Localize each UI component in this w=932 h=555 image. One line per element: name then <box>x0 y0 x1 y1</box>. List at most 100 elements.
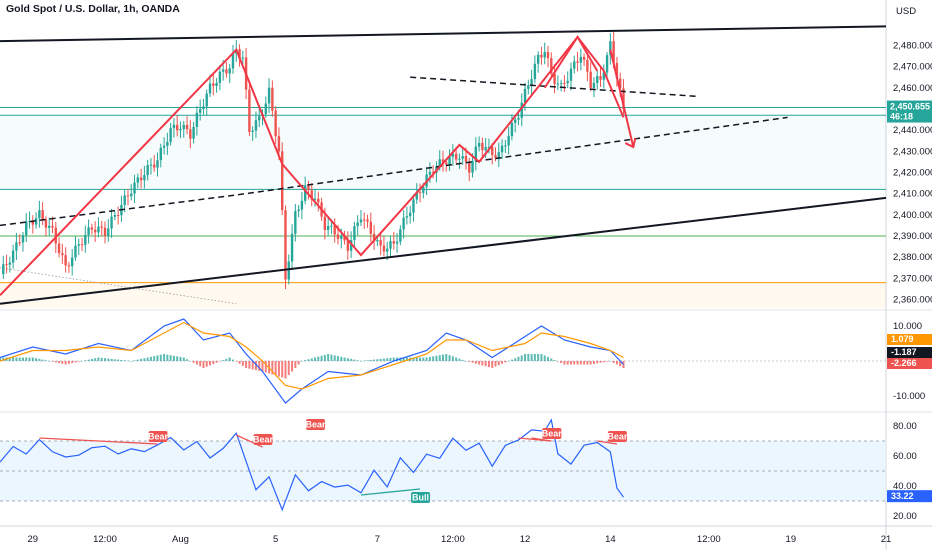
macd-histogram-bar <box>81 361 84 362</box>
macd-histogram-bar <box>356 360 359 361</box>
bar-countdown-label: 46:18 <box>890 112 913 122</box>
candle-body <box>599 76 602 80</box>
candle-body <box>300 200 304 210</box>
candle-body <box>77 244 80 246</box>
candle-body <box>34 218 38 225</box>
macd-histogram-bar <box>156 355 159 361</box>
macd-histogram-bar <box>419 357 422 361</box>
candle-body <box>281 151 284 211</box>
candle-body <box>504 145 507 147</box>
price-tick-label: 2,460.000 <box>893 83 932 94</box>
macd-histogram-bar <box>445 354 448 361</box>
time-tick-label: 12:00 <box>697 534 721 545</box>
candle-body <box>195 112 199 127</box>
macd-histogram-bar <box>464 361 467 362</box>
candle-body <box>70 257 74 267</box>
candle-body <box>412 199 415 213</box>
macd-histogram-bar <box>599 361 602 363</box>
macd-histogram-bar <box>389 357 392 361</box>
candle-body <box>454 153 458 160</box>
macd-histogram-bar <box>376 359 379 361</box>
candle-body <box>507 136 510 146</box>
macd-histogram-bar <box>517 356 520 361</box>
candle-body <box>431 171 435 173</box>
macd-histogram-bar <box>126 360 129 362</box>
candle-body <box>477 142 481 147</box>
divergence-badge-label: Bear <box>607 432 628 442</box>
macd-histogram-bar <box>451 356 454 361</box>
candle-body <box>399 229 402 242</box>
macd-histogram-bar <box>166 354 169 361</box>
candle-body <box>202 106 205 110</box>
macd-histogram-bar <box>537 354 540 361</box>
macd-histogram-bar <box>51 361 54 362</box>
macd-histogram-bar <box>556 361 559 362</box>
macd-histogram-bar <box>363 360 366 362</box>
macd-histogram-bar <box>547 357 550 361</box>
divergence-line <box>597 440 618 445</box>
macd-histogram-bar <box>422 357 425 361</box>
macd-histogram-bar <box>501 361 504 364</box>
candle-body <box>494 155 497 158</box>
macd-histogram-bar <box>359 361 362 362</box>
candle-body <box>149 164 153 166</box>
candle-body <box>238 49 241 59</box>
macd-histogram-bar <box>343 357 346 361</box>
candle-body <box>484 147 487 151</box>
pattern-line <box>543 35 599 89</box>
candle-body <box>349 240 353 251</box>
macd-histogram-bar <box>8 357 11 361</box>
candle-body <box>356 222 359 227</box>
candle-body <box>415 192 418 200</box>
macd-histogram-bar <box>583 361 586 365</box>
macd-histogram-bar <box>143 358 146 361</box>
candle-body <box>212 83 215 86</box>
macd-histogram-bar <box>130 361 133 362</box>
candle-body <box>264 103 267 115</box>
candle-body <box>182 124 185 130</box>
candle-body <box>51 225 54 228</box>
candle-body <box>2 264 5 275</box>
candle-body <box>241 57 245 59</box>
macd-histogram-bar <box>205 361 208 367</box>
macd-histogram-bar <box>507 361 510 362</box>
macd-histogram-bar <box>35 358 38 361</box>
candle-body <box>146 165 149 176</box>
candle-body <box>445 162 448 165</box>
macd-histogram-bar <box>28 357 31 361</box>
macd-histogram-bar <box>64 361 67 365</box>
macd-histogram-bar <box>294 361 297 368</box>
dotted-guide-line <box>0 267 237 305</box>
candle-body <box>353 226 356 241</box>
candle-body <box>41 210 44 220</box>
macd-histogram-bar <box>382 358 385 361</box>
macd-histogram-bar <box>74 361 77 363</box>
candle-body <box>576 61 579 63</box>
divergence-badge <box>148 431 168 442</box>
candle-body <box>31 220 35 225</box>
candle-body <box>8 262 12 265</box>
candle-body <box>392 241 395 244</box>
macd-histogram-bar <box>297 361 300 365</box>
candle-body <box>343 235 346 241</box>
macd-histogram-bar <box>241 361 244 366</box>
time-tick-label: 5 <box>273 534 278 545</box>
candle-body <box>586 59 589 72</box>
macd-histogram-bar <box>415 357 418 361</box>
candle-body <box>389 241 392 249</box>
macd-histogram-bar <box>514 358 517 361</box>
candle-body <box>458 158 461 160</box>
price-tick-label: 2,470.000 <box>893 62 932 73</box>
candle-body <box>166 141 169 146</box>
candle-body <box>93 229 97 233</box>
candle-body <box>566 80 569 84</box>
candle-body <box>513 119 517 123</box>
candle-body <box>143 175 146 181</box>
time-tick-label: 7 <box>375 534 380 545</box>
candle-body <box>28 220 31 222</box>
last-price-tag <box>887 100 932 123</box>
macd-histogram-bar <box>215 361 218 363</box>
candle-body <box>189 129 192 139</box>
candle-body <box>464 156 468 162</box>
